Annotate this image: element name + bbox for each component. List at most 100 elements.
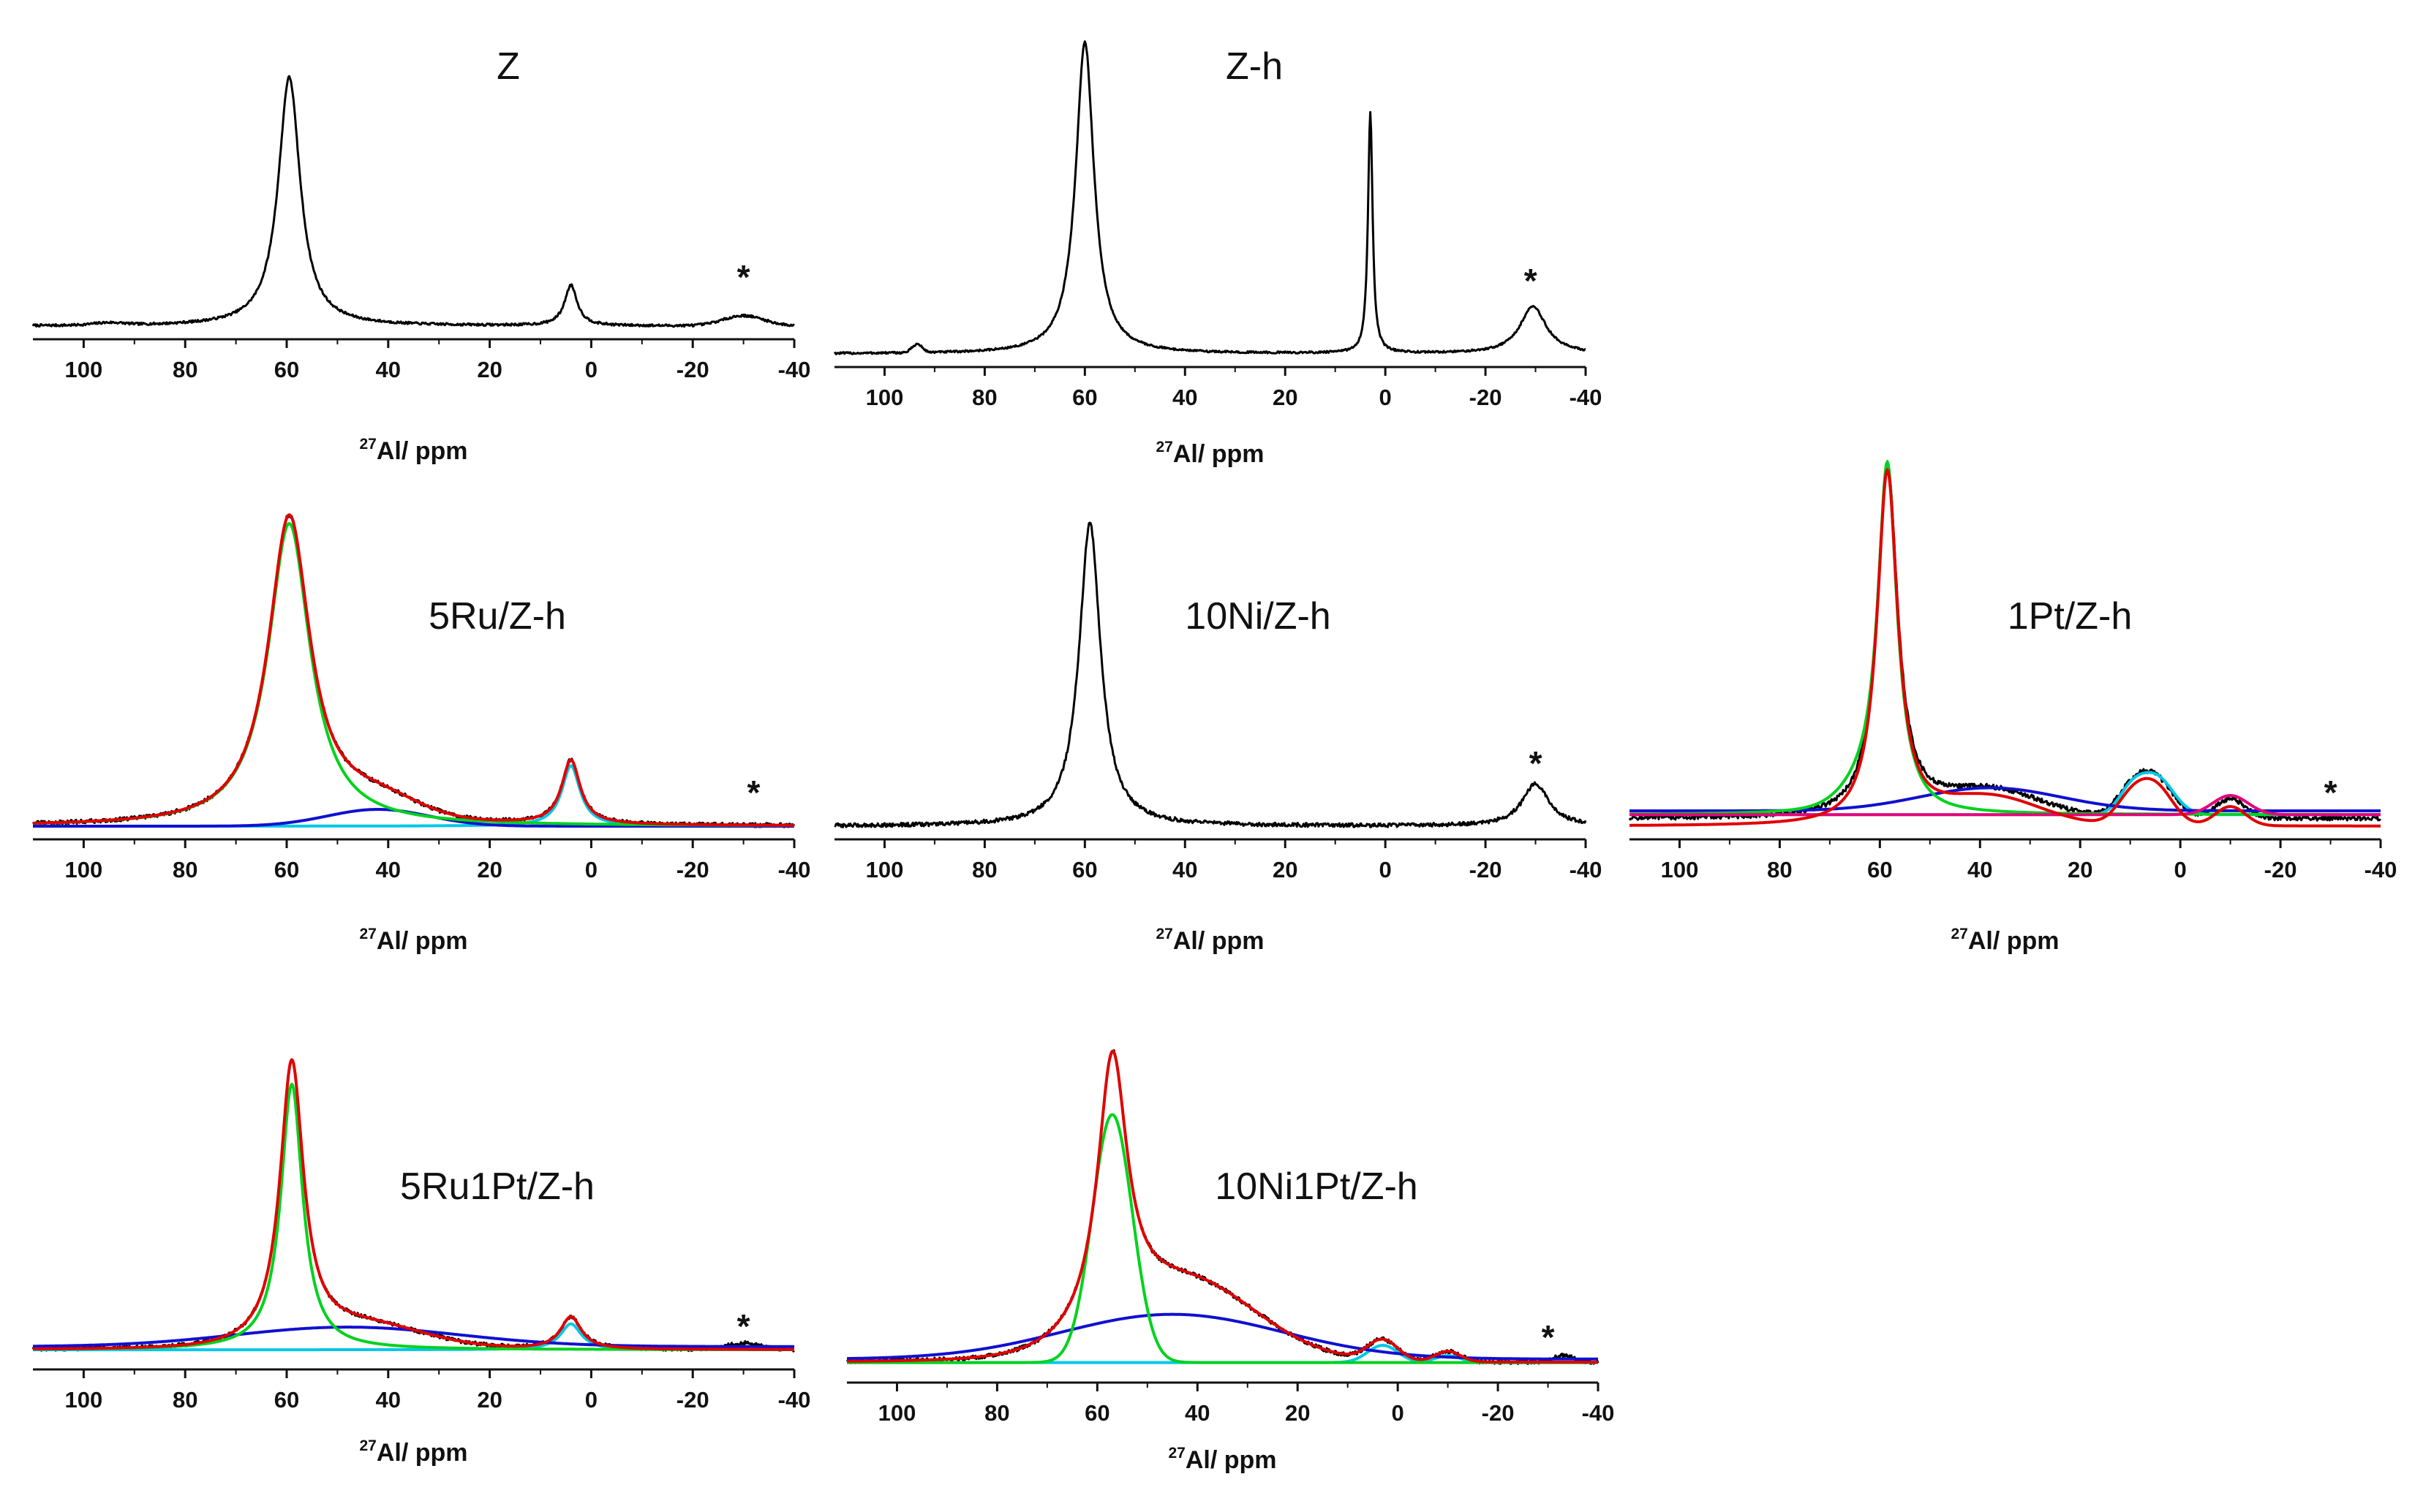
panel-z-h: 100 80 60 40 20 0 -20 -40 27Al/ ppm Z-h * bbox=[833, 40, 1602, 468]
series-fit bbox=[846, 1049, 1599, 1364]
x-tick-label: -40 bbox=[2365, 857, 2397, 882]
series-broad bbox=[1629, 786, 2381, 812]
x-axis-label: 27Al/ ppm bbox=[359, 926, 467, 955]
x-tick-label: -20 bbox=[2264, 857, 2297, 882]
x-tick-label: 40 bbox=[1185, 1400, 1210, 1426]
x-tick-label: -20 bbox=[677, 857, 709, 882]
x-tick-label: 40 bbox=[376, 1387, 401, 1413]
series-tetrahedral bbox=[1629, 460, 2381, 816]
series-tetrahedral bbox=[846, 1113, 1599, 1364]
x-tick-label: 20 bbox=[477, 357, 502, 382]
x-tick-label: 100 bbox=[1661, 857, 1699, 882]
x-tick-label: 0 bbox=[2174, 857, 2187, 882]
x-tick-label: 20 bbox=[1273, 857, 1297, 882]
x-axis-label: 27Al/ ppm bbox=[1951, 926, 2059, 955]
panel-title: Z bbox=[497, 45, 520, 88]
series-octahedral bbox=[1629, 771, 2381, 817]
series-experimental bbox=[31, 75, 795, 328]
x-tick-label: 60 bbox=[1072, 857, 1097, 882]
series-experimental bbox=[1628, 460, 2381, 822]
x-tick-label: 60 bbox=[274, 1387, 299, 1413]
x-tick-label: 0 bbox=[585, 1387, 598, 1413]
x-tick-label: 60 bbox=[1072, 385, 1097, 410]
x-tick-label: 80 bbox=[972, 385, 997, 410]
x-tick-label: 0 bbox=[1392, 1400, 1404, 1426]
series-fit bbox=[32, 513, 795, 827]
x-tick-label: -20 bbox=[677, 1387, 709, 1413]
x-tick-label: 60 bbox=[1085, 1400, 1109, 1426]
x-tick-label: -20 bbox=[1469, 857, 1502, 882]
x-tick-label: 0 bbox=[1379, 857, 1392, 882]
x-tick-label: 80 bbox=[173, 1387, 197, 1413]
x-tick-label: 80 bbox=[173, 857, 197, 882]
spinning-sideband-marker: * bbox=[1524, 262, 1537, 300]
series-pentacoordinated bbox=[1629, 794, 2381, 817]
x-axis-label: 27Al/ ppm bbox=[1168, 1445, 1276, 1474]
x-axis-label-text: Al/ ppm bbox=[377, 1439, 468, 1467]
x-tick-label: 100 bbox=[65, 357, 103, 382]
x-tick-label: -40 bbox=[778, 357, 811, 382]
x-axis-label: 27Al/ ppm bbox=[1156, 439, 1264, 468]
spinning-sideband-marker: * bbox=[747, 774, 761, 812]
x-tick-label: -20 bbox=[1469, 385, 1502, 410]
panel-title: 5Ru1Pt/Z-h bbox=[400, 1165, 595, 1208]
x-tick-label: -40 bbox=[778, 1387, 811, 1413]
x-tick-label: 60 bbox=[274, 857, 299, 882]
x-tick-label: 80 bbox=[972, 857, 997, 882]
series-experimental bbox=[833, 40, 1586, 355]
x-tick-label: 0 bbox=[585, 857, 598, 882]
series-tetrahedral bbox=[32, 1082, 795, 1351]
panel-title: 10Ni/Z-h bbox=[1185, 595, 1330, 638]
x-tick-label: 0 bbox=[1379, 385, 1392, 410]
x-tick-label: 20 bbox=[2068, 857, 2092, 882]
x-tick-label: 20 bbox=[477, 1387, 502, 1413]
x-tick-label: 100 bbox=[878, 1400, 916, 1426]
x-tick-label: 40 bbox=[376, 857, 401, 882]
x-axis-label-superscript: 27 bbox=[1156, 926, 1172, 942]
x-tick-label: 100 bbox=[866, 385, 904, 410]
x-tick-label: 0 bbox=[585, 357, 598, 382]
x-axis-label-text: Al/ ppm bbox=[1186, 1446, 1277, 1474]
x-axis-label-text: Al/ ppm bbox=[1173, 440, 1265, 468]
panel-10ni-z-h: 100 80 60 40 20 0 -20 -40 27Al/ ppm 10Ni/Z-h * bbox=[834, 521, 1602, 955]
spinning-sideband-marker: * bbox=[2324, 774, 2337, 812]
series-experimental bbox=[31, 515, 796, 828]
x-tick-label: 20 bbox=[1273, 385, 1297, 410]
panel-title: 10Ni1Pt/Z-h bbox=[1215, 1165, 1417, 1208]
x-axis-label-superscript: 27 bbox=[359, 436, 376, 453]
spinning-sideband-marker: * bbox=[1542, 1318, 1555, 1356]
x-tick-label: 100 bbox=[65, 1387, 103, 1413]
x-tick-label: 20 bbox=[1285, 1400, 1310, 1426]
x-tick-label: -40 bbox=[1570, 857, 1602, 882]
x-tick-label: -20 bbox=[1482, 1400, 1515, 1426]
x-axis-label-text: Al/ ppm bbox=[377, 437, 468, 465]
panel-title: 5Ru/Z-h bbox=[429, 595, 566, 638]
series-experimental bbox=[834, 521, 1587, 828]
x-tick-label: 40 bbox=[1172, 385, 1197, 410]
x-tick-label: -20 bbox=[677, 357, 709, 382]
x-tick-label: 80 bbox=[173, 357, 197, 382]
x-axis-label: 27Al/ ppm bbox=[359, 1437, 467, 1467]
panel-5ru-z-h: 100 80 60 40 20 0 -20 -40 27Al/ ppm 5Ru/Z-h * bbox=[31, 513, 810, 955]
panel-1pt-z-h: 100 80 60 40 20 0 -20 -40 27Al/ ppm 1Pt/Z-h * bbox=[1628, 460, 2397, 955]
series-fit bbox=[32, 1058, 795, 1351]
x-axis-label-superscript: 27 bbox=[1156, 439, 1172, 456]
panel-10ni1pt-z-h: 100 80 60 40 20 0 -20 -40 27Al/ ppm 10Ni1Pt/Z-h * bbox=[845, 1049, 1615, 1474]
x-axis-label-superscript: 27 bbox=[1168, 1445, 1185, 1462]
x-axis-label-text: Al/ ppm bbox=[1173, 927, 1265, 955]
x-axis-label-text: Al/ ppm bbox=[1968, 927, 2060, 955]
panel-title: 1Pt/Z-h bbox=[2008, 595, 2133, 638]
panel-title: Z-h bbox=[1226, 45, 1283, 88]
x-tick-label: 40 bbox=[376, 357, 401, 382]
x-axis-label-text: Al/ ppm bbox=[377, 927, 468, 955]
x-axis-label-superscript: 27 bbox=[359, 1437, 376, 1454]
series-fit bbox=[1629, 468, 2381, 828]
x-tick-label: 80 bbox=[984, 1400, 1009, 1426]
x-tick-label: -40 bbox=[1582, 1400, 1615, 1426]
x-tick-label: 60 bbox=[274, 357, 299, 382]
x-tick-label: 100 bbox=[65, 857, 103, 882]
spinning-sideband-marker: * bbox=[737, 258, 750, 296]
spinning-sideband-marker: * bbox=[737, 1307, 750, 1345]
spinning-sideband-marker: * bbox=[1529, 744, 1542, 782]
x-axis-label: 27Al/ ppm bbox=[1156, 926, 1264, 955]
